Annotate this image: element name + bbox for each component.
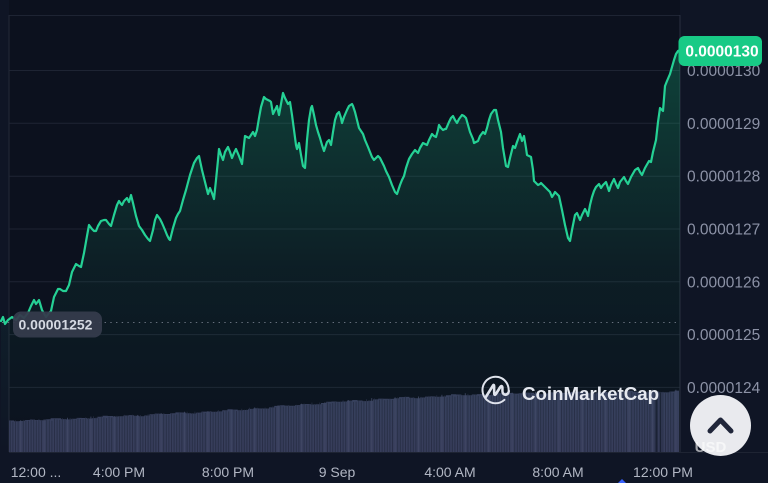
svg-text:12:00 PM: 12:00 PM [633, 464, 693, 480]
svg-text:USD: USD [695, 439, 727, 456]
svg-text:0.0000130: 0.0000130 [687, 63, 761, 80]
svg-text:8:00 AM: 8:00 AM [532, 464, 583, 480]
svg-text:8:00 PM: 8:00 PM [202, 464, 254, 480]
svg-text:0.0000129: 0.0000129 [687, 116, 760, 133]
svg-text:0.0000128: 0.0000128 [687, 169, 760, 186]
svg-text:0.0000127: 0.0000127 [687, 222, 760, 239]
svg-text:CoinMarketCap: CoinMarketCap [522, 383, 659, 404]
svg-text:0.0000126: 0.0000126 [687, 274, 760, 291]
svg-text:12:00 ...: 12:00 ... [11, 464, 62, 480]
svg-text:0.0000125: 0.0000125 [687, 327, 760, 344]
svg-text:0.00001252: 0.00001252 [19, 317, 93, 333]
svg-text:0.0000124: 0.0000124 [687, 380, 761, 397]
svg-text:0.0000130: 0.0000130 [685, 44, 758, 61]
svg-text:9 Sep: 9 Sep [319, 464, 356, 480]
svg-text:4:00 AM: 4:00 AM [424, 464, 475, 480]
svg-text:4:00 PM: 4:00 PM [93, 464, 145, 480]
